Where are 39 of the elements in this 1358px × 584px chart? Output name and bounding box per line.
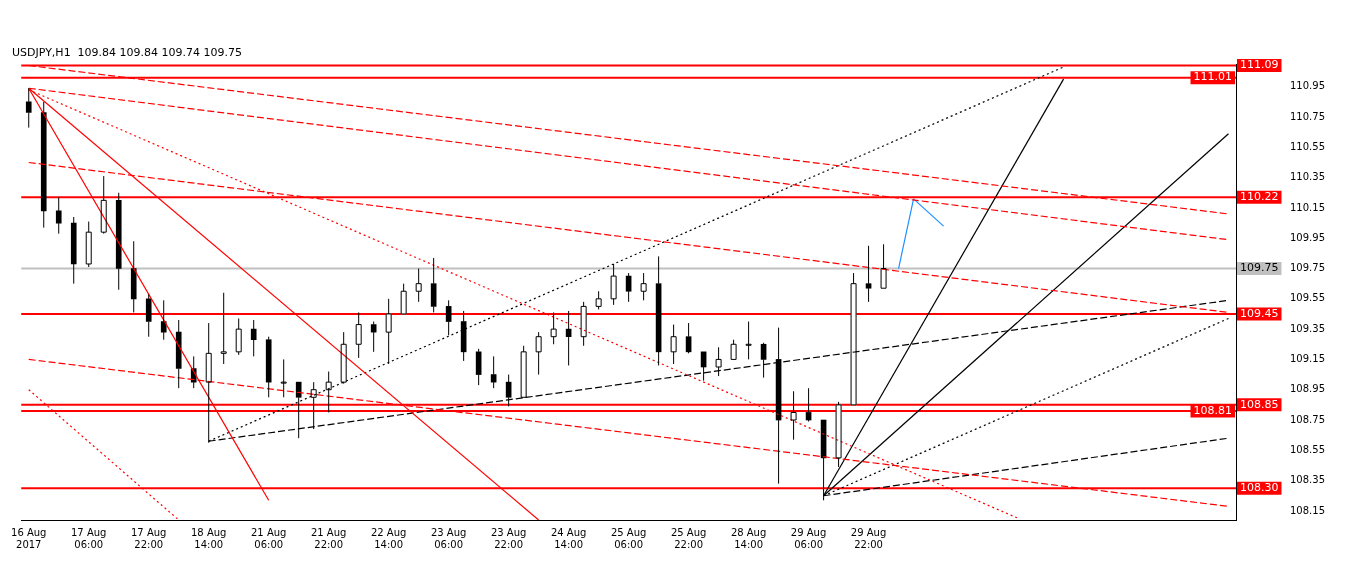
x-tick-label: 18 Aug 14:00 [190,526,227,550]
y-tick-label: 109.15 [1290,353,1325,365]
x-tick-label: 28 Aug 14:00 [730,526,767,550]
y-tick-label: 108.15 [1290,504,1325,516]
x-tick-label: 21 Aug 22:00 [310,526,347,550]
ref-line-label: 110.22 [1240,190,1279,204]
y-tick-label: 110.55 [1290,140,1325,152]
y-tick-label: 110.75 [1290,110,1325,122]
y-tick-label: 110.35 [1290,171,1325,183]
x-tick-label: 25 Aug 06:00 [610,526,647,550]
ref-line-label: 109.45 [1240,306,1279,320]
y-tick-label: 109.95 [1290,231,1325,243]
x-tick-label: 29 Aug 22:00 [850,526,887,550]
x-tick-label: 21 Aug 06:00 [250,526,287,550]
x-tick-label: 17 Aug 22:00 [131,526,167,550]
ref-line-label: 108.85 [1240,397,1279,411]
y-tick-label: 108.95 [1290,383,1325,395]
y-tick-label: 109.35 [1290,322,1325,334]
x-tick-label: 16 Aug 2017 [11,526,47,550]
x-tick-label: 29 Aug 06:00 [790,526,827,550]
y-tick-label: 109.55 [1290,292,1325,304]
y-tick-label: 109.75 [1290,262,1325,274]
y-tick-label: 110.95 [1290,80,1325,92]
ref-line-label: 111.09 [1240,58,1279,72]
ref-line-label: 108.30 [1240,481,1279,495]
x-tick-label: 23 Aug 06:00 [430,526,467,550]
x-tick-label: 23 Aug 22:00 [490,526,527,550]
x-tick-label: 25 Aug 22:00 [670,526,707,550]
y-tick-label: 110.15 [1290,201,1325,213]
y-tick-label: 108.55 [1290,443,1325,455]
x-tick-label: 22 Aug 14:00 [370,526,407,550]
ref-line-label: 109.75 [1240,261,1279,275]
ref-line-label: 111.01 [1193,70,1233,84]
x-tick-label: 24 Aug 14:00 [550,526,587,550]
x-tick-label: 17 Aug 06:00 [71,526,107,550]
chart-title: USDJPY,H1 109.84 109.84 109.74 109.75 [12,46,243,60]
ref-line-label: 108.81 [1193,403,1233,417]
y-tick-label: 108.35 [1290,474,1325,486]
y-tick-label: 108.75 [1290,413,1325,425]
